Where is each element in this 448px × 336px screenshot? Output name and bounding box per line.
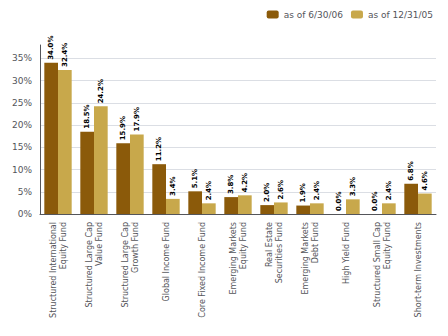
svg-text:Emerging Markets: Emerging Markets	[229, 222, 238, 295]
svg-text:30%: 30%	[12, 76, 32, 86]
svg-text:Structured Small Cap: Structured Small Cap	[373, 222, 382, 307]
svg-text:32.4%: 32.4%	[61, 43, 69, 67]
svg-text:20%: 20%	[12, 120, 32, 130]
svg-text:35%: 35%	[12, 53, 32, 63]
svg-text:2.4%: 2.4%	[385, 181, 393, 200]
svg-text:17.9%: 17.9%	[133, 107, 141, 131]
svg-text:Value Fund: Value Fund	[95, 222, 104, 266]
svg-text:Equity Fund: Equity Fund	[59, 222, 68, 269]
svg-text:as of 6/30/06: as of 6/30/06	[284, 10, 344, 20]
svg-text:Equity Fund: Equity Fund	[383, 222, 392, 269]
svg-text:10%: 10%	[12, 165, 32, 175]
svg-text:Structured Large Cap: Structured Large Cap	[121, 222, 130, 307]
svg-text:6.8%: 6.8%	[407, 161, 415, 180]
svg-text:11.2%: 11.2%	[155, 137, 163, 161]
svg-text:0.0%: 0.0%	[371, 192, 379, 211]
svg-text:3.8%: 3.8%	[227, 175, 235, 194]
svg-text:5%: 5%	[18, 187, 33, 197]
svg-text:Debt Fund: Debt Fund	[311, 222, 320, 263]
svg-text:0%: 0%	[18, 209, 33, 219]
svg-text:4.6%: 4.6%	[421, 171, 429, 190]
svg-text:Global Income Fund: Global Income Fund	[162, 222, 171, 301]
svg-text:24.2%: 24.2%	[97, 79, 105, 103]
svg-text:2.4%: 2.4%	[313, 181, 321, 200]
svg-text:Core Fixed Income Fund: Core Fixed Income Fund	[198, 222, 207, 318]
svg-text:Securities Fund: Securities Fund	[275, 222, 284, 283]
svg-text:2.4%: 2.4%	[205, 181, 213, 200]
svg-text:2.6%: 2.6%	[277, 180, 285, 199]
svg-text:Emerging Markets: Emerging Markets	[301, 222, 310, 295]
svg-text:3.4%: 3.4%	[169, 176, 177, 195]
svg-text:Equity Fund: Equity Fund	[239, 222, 248, 269]
svg-text:34.0%: 34.0%	[47, 35, 55, 59]
svg-text:5.1%: 5.1%	[191, 169, 199, 188]
svg-text:as of 12/31/05: as of 12/31/05	[368, 10, 433, 20]
svg-text:4.2%: 4.2%	[241, 173, 249, 192]
svg-text:3.3%: 3.3%	[349, 177, 357, 196]
svg-text:0.0%: 0.0%	[335, 192, 343, 211]
svg-text:Short-term Investments: Short-term Investments	[414, 222, 423, 317]
svg-text:2.0%: 2.0%	[263, 183, 271, 202]
svg-text:15.9%: 15.9%	[119, 116, 127, 140]
svg-text:15%: 15%	[12, 142, 32, 152]
svg-text:Structured Large Cap: Structured Large Cap	[85, 222, 94, 307]
svg-text:Real Estate: Real Estate	[265, 222, 274, 267]
svg-text:Growth Fund: Growth Fund	[131, 222, 140, 273]
svg-text:25%: 25%	[12, 98, 32, 108]
svg-text:1.9%: 1.9%	[299, 183, 307, 202]
svg-text:Structured International: Structured International	[49, 222, 58, 318]
svg-text:18.5%: 18.5%	[83, 104, 91, 128]
svg-text:High Yield Fund: High Yield Fund	[342, 222, 351, 284]
